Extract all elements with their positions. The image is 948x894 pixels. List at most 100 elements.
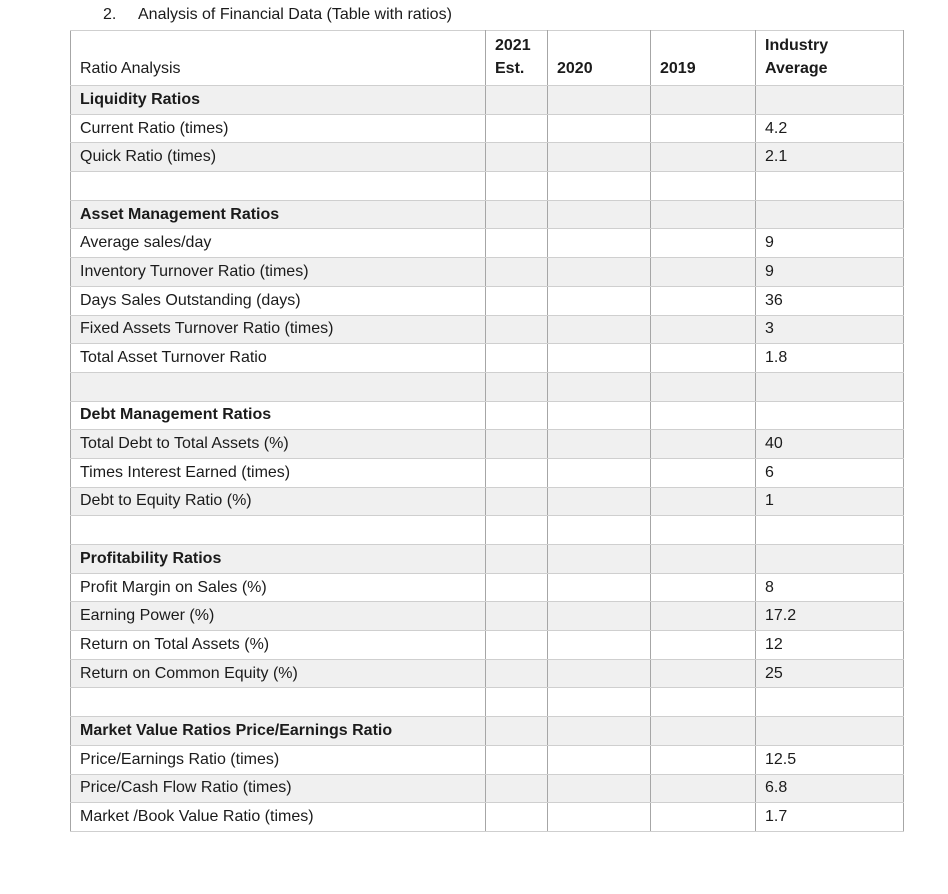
column-header-2020: 2020: [547, 30, 651, 86]
industry-average-cell: [755, 716, 904, 746]
ratio-label-cell: Total Asset Turnover Ratio: [70, 343, 486, 373]
value-2020-cell: [547, 429, 651, 459]
table-row: Profit Margin on Sales (%) 8: [70, 572, 904, 603]
ratio-label-cell: Price/Earnings Ratio (times): [70, 744, 486, 775]
value-2021-est-cell: [485, 572, 548, 603]
value-2021-est-cell: [485, 429, 548, 459]
value-2019-cell: [650, 544, 756, 574]
value-2019-cell: [650, 773, 756, 804]
column-header-industry-average: Industry Average: [755, 30, 904, 86]
value-2021-est-cell: [485, 601, 548, 632]
industry-average-cell: 12.5: [755, 744, 904, 775]
column-header-ratio-analysis: Ratio Analysis: [70, 30, 486, 86]
value-2019-cell: [650, 486, 756, 517]
value-2021-est-cell: [485, 716, 548, 746]
industry-average-cell: 40: [755, 429, 904, 459]
header-row: Ratio Analysis 2021 Est. 2020 2019 Indus…: [70, 30, 904, 86]
table-row: Times Interest Earned (times) 6: [70, 457, 904, 488]
ratio-label-cell: Market Value Ratios Price/Earnings Ratio: [70, 716, 486, 746]
value-2020-cell: [547, 601, 651, 632]
industry-average-cell: 1.8: [755, 343, 904, 373]
ratio-label-cell: Return on Total Assets (%): [70, 630, 486, 660]
value-2020-cell: [547, 113, 651, 144]
value-2019-cell: [650, 802, 756, 832]
spacer-row: [70, 687, 904, 718]
ratio-label-cell: Return on Common Equity (%): [70, 658, 486, 689]
section-heading: 2. Analysis of Financial Data (Table wit…: [103, 5, 948, 25]
ratio-label-cell: Asset Management Ratios: [70, 199, 486, 230]
value-2019-cell: [650, 630, 756, 660]
value-2021-est-cell: [485, 630, 548, 660]
value-2021-est-cell: [485, 285, 548, 316]
value-2020-cell: [547, 457, 651, 488]
value-2021-est-cell: [485, 658, 548, 689]
value-2021-est-cell: [485, 515, 548, 545]
value-2019-cell: [650, 601, 756, 632]
industry-average-cell: [755, 400, 904, 431]
value-2020-cell: [547, 142, 651, 173]
spacer-row: [70, 515, 904, 545]
industry-average-cell: 1.7: [755, 802, 904, 832]
value-2020-cell: [547, 544, 651, 574]
section-header-row: Market Value Ratios Price/Earnings Ratio: [70, 716, 904, 746]
section-title: Analysis of Financial Data (Table with r…: [138, 6, 452, 23]
value-2019-cell: [650, 744, 756, 775]
value-2019-cell: [650, 228, 756, 259]
industry-average-cell: 3: [755, 314, 904, 345]
ratio-label-cell: [70, 171, 486, 201]
value-2019-cell: [650, 572, 756, 603]
ratio-label-cell: Times Interest Earned (times): [70, 457, 486, 488]
value-2020-cell: [547, 371, 651, 402]
section-header-row: Debt Management Ratios: [70, 400, 904, 431]
ratio-label-cell: [70, 371, 486, 402]
column-header-2019: 2019: [650, 30, 756, 86]
industry-average-cell: [755, 85, 904, 115]
value-2020-cell: [547, 687, 651, 718]
value-2020-cell: [547, 285, 651, 316]
value-2019-cell: [650, 457, 756, 488]
table-row: Total Debt to Total Assets (%) 40: [70, 429, 904, 459]
value-2020-cell: [547, 630, 651, 660]
value-2019-cell: [650, 716, 756, 746]
value-2021-est-cell: [485, 228, 548, 259]
table-row: Market /Book Value Ratio (times) 1.7: [70, 802, 904, 832]
industry-average-cell: 9: [755, 257, 904, 287]
value-2020-cell: [547, 773, 651, 804]
value-2020-cell: [547, 85, 651, 115]
value-2021-est-cell: [485, 744, 548, 775]
value-2019-cell: [650, 371, 756, 402]
value-2021-est-cell: [485, 113, 548, 144]
value-2020-cell: [547, 314, 651, 345]
value-2019-cell: [650, 429, 756, 459]
spacer-row: [70, 171, 904, 201]
value-2019-cell: [650, 285, 756, 316]
table-row: Earning Power (%) 17.2: [70, 601, 904, 632]
value-2019-cell: [650, 687, 756, 718]
industry-average-cell: [755, 371, 904, 402]
value-2021-est-cell: [485, 457, 548, 488]
value-2020-cell: [547, 228, 651, 259]
value-2021-est-cell: [485, 199, 548, 230]
industry-average-cell: 6: [755, 457, 904, 488]
industry-average-cell: 9: [755, 228, 904, 259]
value-2021-est-cell: [485, 486, 548, 517]
ratio-label-cell: Current Ratio (times): [70, 113, 486, 144]
value-2020-cell: [547, 658, 651, 689]
section-number: 2.: [103, 6, 117, 23]
value-2020-cell: [547, 257, 651, 287]
value-2019-cell: [650, 85, 756, 115]
ratio-analysis-table: Ratio Analysis 2021 Est. 2020 2019 Indus…: [70, 30, 904, 832]
value-2020-cell: [547, 343, 651, 373]
value-2019-cell: [650, 314, 756, 345]
ratio-label-cell: Average sales/day: [70, 228, 486, 259]
ratio-label-cell: Total Debt to Total Assets (%): [70, 429, 486, 459]
value-2021-est-cell: [485, 687, 548, 718]
table-row: Total Asset Turnover Ratio 1.8: [70, 343, 904, 373]
value-2021-est-cell: [485, 802, 548, 832]
section-header-row: Liquidity Ratios: [70, 85, 904, 115]
value-2021-est-cell: [485, 171, 548, 201]
ratio-label-cell: Earning Power (%): [70, 601, 486, 632]
ratio-label-cell: Quick Ratio (times): [70, 142, 486, 173]
value-2021-est-cell: [485, 371, 548, 402]
table-row: Debt to Equity Ratio (%) 1: [70, 486, 904, 517]
